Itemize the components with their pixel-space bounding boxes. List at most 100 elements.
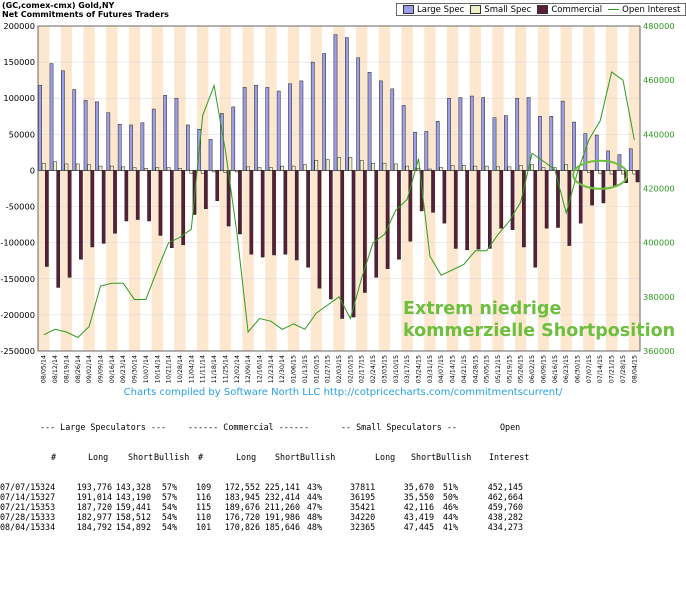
table-cell: 54% (161, 512, 177, 522)
credit-link[interactable]: Charts compiled by Software North LLC ht… (123, 387, 563, 398)
small-spec-bar (75, 163, 80, 171)
commercial-bar (476, 170, 481, 250)
large-spec-bar (401, 105, 406, 171)
x-tick-label: 01/27/15 (325, 355, 332, 383)
commercial-bar (465, 170, 469, 251)
small-spec-bar (303, 164, 307, 171)
large-spec-bar (504, 115, 508, 171)
large-spec-bar (310, 61, 315, 171)
band (287, 26, 300, 351)
x-tick-label: 10/14/14 (154, 355, 161, 383)
table-cell: 158,512 (115, 512, 151, 522)
x-tick-label: 03/17/15 (404, 355, 411, 383)
highlight-circle (572, 159, 629, 190)
commercial-bar (578, 170, 583, 224)
legend-swatch (403, 5, 414, 14)
large-spec-bar (458, 97, 463, 171)
small-spec-bar (359, 160, 364, 171)
commercial-bar (363, 170, 367, 293)
small-spec-bar (132, 167, 137, 171)
table-cell: 07/28/15 (0, 512, 41, 522)
cot-chart: 200000 150000 100000 50000 0 -50000 -100000 -15… (0, 21, 675, 383)
left-tick-label: -100000 (0, 238, 35, 248)
commercial-bar (419, 170, 424, 212)
table-cell: 159,441 (115, 502, 151, 512)
x-tick-label: 08/05/14 (41, 355, 48, 383)
small-spec-bar (280, 165, 285, 171)
x-tick-label: 12/02/14 (234, 355, 241, 383)
x-tick-label: 08/26/14 (75, 355, 82, 383)
table-cell: 193,776 (76, 482, 112, 492)
x-tick-label: 12/23/14 (268, 355, 275, 383)
small-spec-bar (166, 167, 171, 171)
large-spec-bar (163, 95, 167, 171)
open-interest-line (43, 71, 635, 339)
x-tick-label: 07/28/15 (620, 355, 627, 383)
table-header-2: # Long Short Bullish # Long Short Bullis… (0, 452, 686, 462)
commercial-bar (215, 170, 220, 202)
x-tick-label: 04/21/15 (461, 355, 468, 383)
commercial-bar (147, 170, 151, 222)
right-tick-label: 360000 (643, 346, 675, 356)
small-spec-bar (257, 167, 262, 171)
table-cell: 42,116 (403, 502, 434, 512)
table-cell: 44% (306, 492, 322, 502)
small-spec-bar (598, 170, 603, 174)
small-spec-bar (609, 170, 614, 175)
right-tick-label: 480000 (643, 21, 675, 31)
band (537, 26, 550, 351)
x-tick-label: 11/04/14 (188, 355, 195, 383)
right-tick-label: 400000 (643, 238, 675, 248)
table-cell: 327 (40, 492, 56, 502)
x-tick-label: 11/11/14 (200, 355, 207, 383)
small-spec-bar (98, 165, 103, 171)
large-spec-bar (242, 87, 247, 171)
table-cell: 51% (442, 482, 458, 492)
large-spec-bar (129, 124, 133, 171)
x-tick-label: 11/25/14 (222, 355, 229, 383)
table-cell: 189,676 (224, 502, 260, 512)
commercial-bar (135, 170, 140, 220)
left-tick-label: -200000 (0, 310, 35, 320)
commercial-bar (533, 170, 538, 268)
commercial-bar (283, 170, 288, 255)
table-cell: 07/07/15 (0, 482, 41, 492)
commercial-bar (544, 170, 549, 229)
table-row: 07/14/15 327 191,014 143,190 57% 116 183,945 23… (0, 492, 686, 502)
x-tick-label: 11/18/14 (211, 355, 218, 383)
small-spec-bar (144, 168, 148, 171)
hdr-ls-count: # (51, 452, 57, 462)
commercial-bar (169, 170, 174, 248)
band (265, 26, 277, 351)
large-spec-bar (515, 97, 520, 171)
small-spec-bar (405, 165, 409, 171)
large-spec-bar (583, 133, 588, 171)
commercial-bar (351, 170, 356, 318)
band (38, 26, 50, 351)
commercial-bar (294, 170, 299, 261)
table-cell: 333 (40, 512, 56, 522)
small-spec-bar (439, 167, 444, 171)
commercial-bar (522, 170, 526, 248)
x-tick-label: 04/14/15 (450, 355, 457, 383)
large-spec-bar (628, 148, 633, 171)
large-spec-bar (333, 34, 338, 171)
large-spec-bar (299, 80, 304, 171)
table-cell: 232,414 (264, 492, 300, 502)
left-tick-label: 0 (30, 165, 35, 175)
legend-label: Small Spec (484, 4, 532, 15)
large-spec-bar (83, 100, 88, 171)
large-spec-bar (72, 89, 77, 171)
commercial-bar (431, 170, 435, 213)
band (424, 26, 436, 351)
band (628, 26, 640, 351)
commercial-bar (510, 170, 515, 230)
commercial-bar (272, 170, 276, 256)
x-tick-label: 12/09/14 (245, 355, 252, 383)
x-tick-label: 06/23/15 (563, 355, 570, 383)
small-spec-bar (564, 164, 569, 171)
large-spec-bar (140, 122, 145, 171)
commercial-bar (374, 170, 379, 278)
large-spec-bar (549, 116, 554, 171)
commercial-bar (612, 170, 617, 187)
